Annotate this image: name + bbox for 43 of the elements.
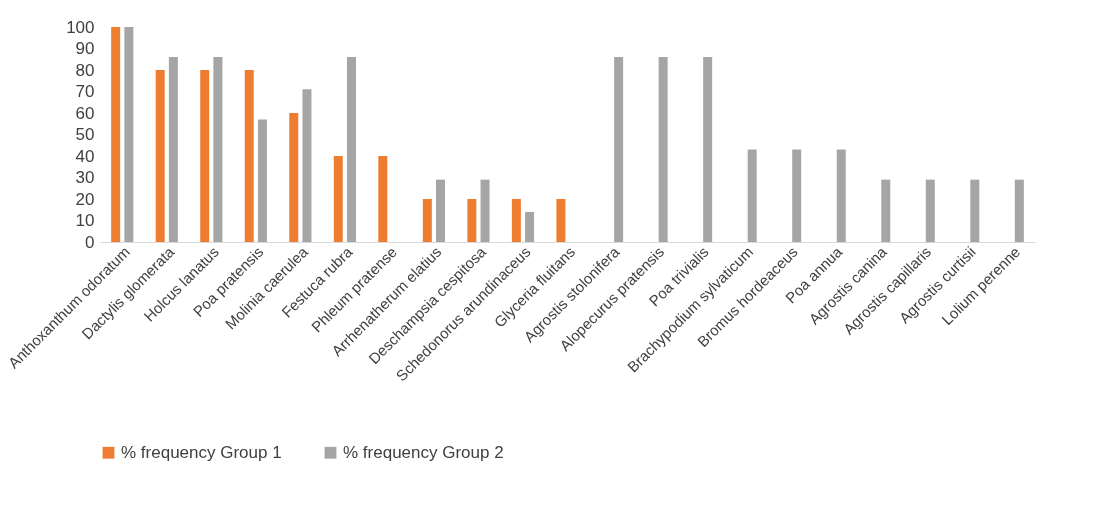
bar xyxy=(703,57,713,242)
y-tick-label: 50 xyxy=(75,125,95,144)
bar xyxy=(925,179,935,242)
bar xyxy=(200,70,210,242)
bar xyxy=(556,199,566,242)
y-tick-label: 30 xyxy=(75,168,95,187)
bar xyxy=(346,57,356,242)
bar xyxy=(155,70,165,242)
bar xyxy=(614,57,624,242)
bar xyxy=(436,179,446,242)
bar xyxy=(747,149,757,242)
y-tick-label: 40 xyxy=(75,146,95,166)
y-tick-label: 0 xyxy=(85,232,95,252)
bar xyxy=(111,27,121,242)
bar xyxy=(836,149,846,242)
bar xyxy=(289,113,299,242)
bar xyxy=(792,149,802,242)
y-tick-label: 70 xyxy=(75,82,95,101)
legend-label: % frequency Group 2 xyxy=(343,442,504,462)
bar xyxy=(511,199,521,242)
y-tick-label: 20 xyxy=(75,189,95,209)
bar xyxy=(333,156,343,242)
bar xyxy=(244,70,254,242)
bar xyxy=(1014,179,1024,242)
legend-label: % frequency Group 1 xyxy=(121,442,282,462)
bar xyxy=(168,57,178,242)
bar xyxy=(302,89,312,242)
bar xyxy=(422,199,432,242)
bar xyxy=(881,179,891,242)
bar xyxy=(378,156,388,242)
y-tick-label: 100 xyxy=(66,17,95,37)
bar xyxy=(124,27,134,242)
bar xyxy=(213,57,223,242)
y-tick-label: 60 xyxy=(75,103,95,123)
bar xyxy=(257,119,267,242)
bar xyxy=(525,211,535,242)
bar xyxy=(467,199,477,242)
y-tick-label: 80 xyxy=(75,60,95,80)
bar xyxy=(480,179,490,242)
y-tick-label: 90 xyxy=(75,39,95,58)
bar xyxy=(970,179,980,242)
bar xyxy=(658,57,668,242)
y-tick-label: 10 xyxy=(75,211,95,230)
